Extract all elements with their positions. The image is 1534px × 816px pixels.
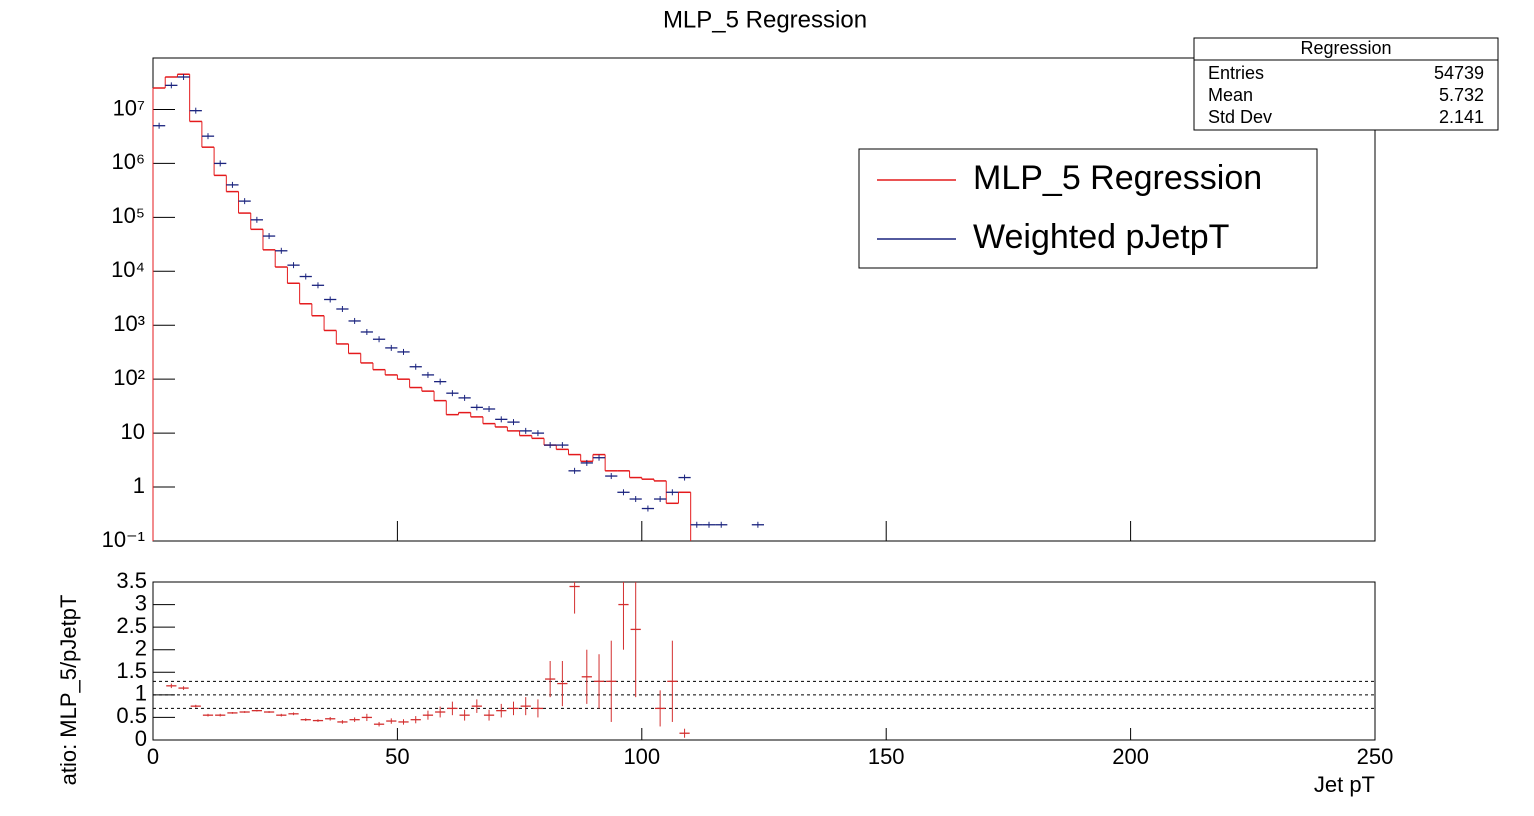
y-tick-label: 3.5 [116, 568, 147, 593]
y-axis-label: atio: MLP_5/pJetpT [56, 595, 81, 786]
x-tick-label: 150 [868, 744, 905, 769]
y-tick-label: 1 [133, 473, 145, 498]
chart-title: MLP_5 Regression [663, 6, 867, 33]
y-tick-label: 10⁵ [111, 203, 145, 228]
stats-title: Regression [1300, 38, 1391, 58]
x-tick-label: 100 [623, 744, 660, 769]
ratio-points [166, 582, 690, 738]
stats-label: Mean [1208, 85, 1253, 105]
legend-label: Weighted pJetpT [973, 218, 1229, 256]
y-tick-label: 10⁴ [111, 257, 145, 282]
x-tick-label: 250 [1357, 744, 1394, 769]
y-tick-label: 0.5 [116, 703, 147, 728]
y-tick-label: 1 [135, 681, 147, 706]
stats-value: 54739 [1434, 63, 1484, 83]
y-tick-label: 10⁶ [111, 149, 145, 174]
y-tick-label: 10 [121, 419, 145, 444]
y-tick-label: 3 [135, 590, 147, 615]
legend-box [858, 148, 1318, 269]
y-tick-label: 2 [135, 636, 147, 661]
y-tick-label: 10² [113, 365, 145, 390]
stats-value: 2.141 [1439, 107, 1484, 127]
x-tick-label: 200 [1112, 744, 1149, 769]
legend-label: MLP_5 Regression [973, 159, 1262, 197]
x-axis-label: Jet pT [1314, 772, 1375, 797]
y-tick-label: 0 [135, 726, 147, 751]
x-tick-label: 50 [385, 744, 409, 769]
y-tick-label: 10³ [113, 311, 145, 336]
y-tick-label: 10⁻¹ [102, 527, 145, 552]
stats-label: Entries [1208, 63, 1264, 83]
stats-box [1193, 37, 1499, 131]
stats-value: 5.732 [1439, 85, 1484, 105]
y-tick-label: 1.5 [116, 658, 147, 683]
x-tick-label: 0 [147, 744, 159, 769]
y-tick-label: 2.5 [116, 613, 147, 638]
stats-label: Std Dev [1208, 107, 1272, 127]
lower-frame [152, 581, 1376, 741]
y-tick-label: 10⁷ [113, 95, 145, 120]
